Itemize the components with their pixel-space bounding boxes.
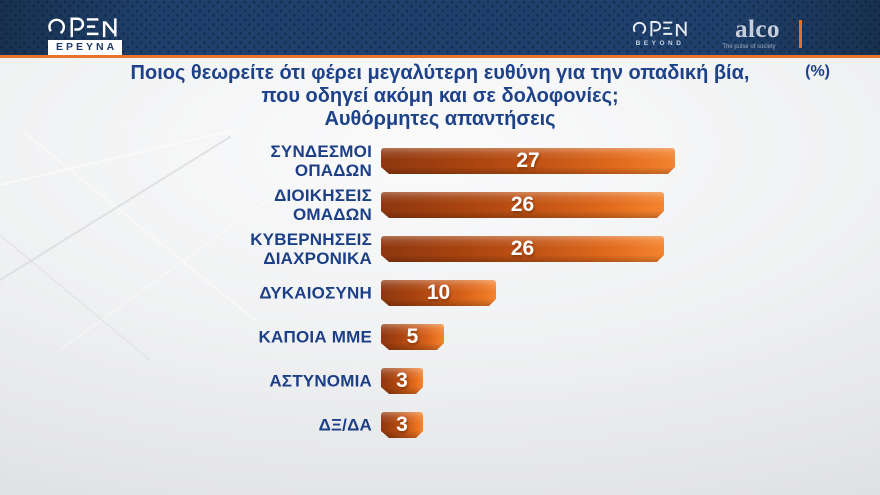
chart-row: ΔΥΚΑΙΟΣΥΝΗ 10	[0, 280, 880, 306]
bar: 27	[381, 148, 675, 174]
bar-label: ΔΙΟΙΚΗΣΕΙΣ ΟΜΑΔΩΝ	[274, 186, 372, 224]
bar-value: 26	[510, 193, 535, 216]
orange-divider	[799, 20, 802, 48]
poll-question-line3: Αυθόρμητες απαντήσεις	[324, 108, 556, 130]
bar-label: ΚΥΒΕΡΝΗΣΕΙΣ ΔΙΑΧΡΟΝΙΚΑ	[250, 230, 372, 268]
chart-row: ΚΥΒΕΡΝΗΣΕΙΣ ΔΙΑΧΡΟΝΙΚΑ 26	[0, 230, 880, 268]
chart-row: ΣΥΝΔΕΣΜΟΙ ΟΠΑΔΩΝ 27	[0, 142, 880, 180]
alco-logo: alco	[734, 16, 780, 43]
poll-question-title: Ποιος θεωρείτε ότι φέρει μεγαλύτερη ευθύ…	[0, 62, 880, 131]
bar-value: 3	[396, 369, 408, 392]
chart-row: ΔΞ/ΔΑ 3	[0, 412, 880, 438]
bar: 26	[381, 236, 664, 262]
open-logo-icon	[48, 17, 117, 38]
bar: 3	[381, 412, 423, 438]
header-bar: ΕΡΕΥΝΑ BEYOND alco The pulse of society	[0, 0, 880, 55]
bar-value: 5	[406, 325, 419, 348]
chart-row: ΔΙΟΙΚΗΣΕΙΣ ΟΜΑΔΩΝ 26	[0, 186, 880, 224]
bar: 26	[381, 192, 664, 218]
chart-row: ΑΣΤΥΝΟΜΙΑ 3	[0, 368, 880, 394]
bar-label: ΑΣΤΥΝΟΜΙΑ	[269, 371, 372, 391]
beyond-label: BEYOND	[635, 40, 685, 47]
bar-value: 3	[396, 413, 408, 436]
bar-value: 27	[516, 149, 540, 172]
bar-label: ΣΥΝΔΕΣΜΟΙ ΟΠΑΔΩΝ	[270, 142, 372, 180]
bar: 3	[381, 368, 423, 394]
bar-label: ΔΞ/ΔΑ	[318, 415, 372, 435]
open-beyond-logo-icon	[632, 21, 687, 37]
percent-unit-label: (%)	[805, 63, 830, 80]
ereyna-badge: ΕΡΕΥΝΑ	[48, 40, 123, 55]
chart-row: ΚΑΠΟΙΑ ΜΜΕ 5	[0, 324, 880, 350]
bar-chart: ΣΥΝΔΕΣΜΟΙ ΟΠΑΔΩΝ 27 ΔΙΟΙΚΗΣΕΙΣ ΟΜΑΔΩΝ 26 ΚΥΒΕΡ…	[0, 142, 880, 448]
bar: 10	[381, 280, 496, 306]
poll-question-line2: που οδηγεί ακόμη και σε δολοφονίες;	[261, 85, 619, 107]
bar: 5	[381, 324, 444, 350]
bar-value: 26	[510, 237, 535, 260]
bar-label: ΚΑΠΟΙΑ ΜΜΕ	[258, 327, 372, 347]
header-accent-line	[0, 55, 880, 58]
bar-value: 10	[426, 281, 451, 304]
bar-label: ΔΥΚΑΙΟΣΥΝΗ	[259, 283, 372, 303]
poll-question-line1: Ποιος θεωρείτε ότι φέρει μεγαλύτερη ευθύ…	[130, 62, 750, 84]
alco-tagline: The pulse of society	[722, 44, 776, 50]
